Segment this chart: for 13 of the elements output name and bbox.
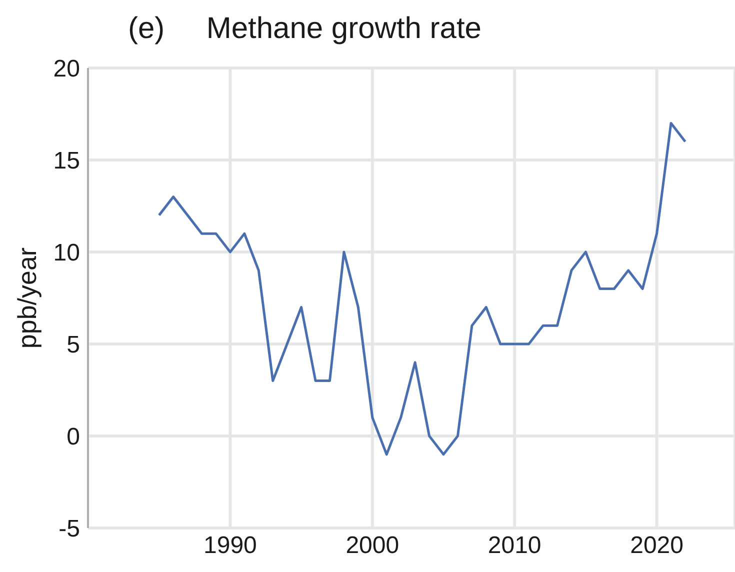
y-tick-label: 15 xyxy=(53,148,80,175)
x-tick-label: 2000 xyxy=(346,532,400,560)
line-series xyxy=(158,122,686,456)
x-tick-label: 1990 xyxy=(204,532,257,560)
y-axis-title: ppb/year xyxy=(12,247,42,349)
y-tick-label: 5 xyxy=(66,332,80,359)
chart-title: (e) Methane growth rate xyxy=(128,12,482,46)
x-tick-label: 2020 xyxy=(630,532,684,560)
y-tick-label: -5 xyxy=(58,516,80,543)
y-tick-label: 0 xyxy=(66,424,80,451)
y-tick-label: 20 xyxy=(53,56,80,83)
y-tick-label: 10 xyxy=(53,240,80,267)
x-tick-label: 2010 xyxy=(488,532,542,560)
